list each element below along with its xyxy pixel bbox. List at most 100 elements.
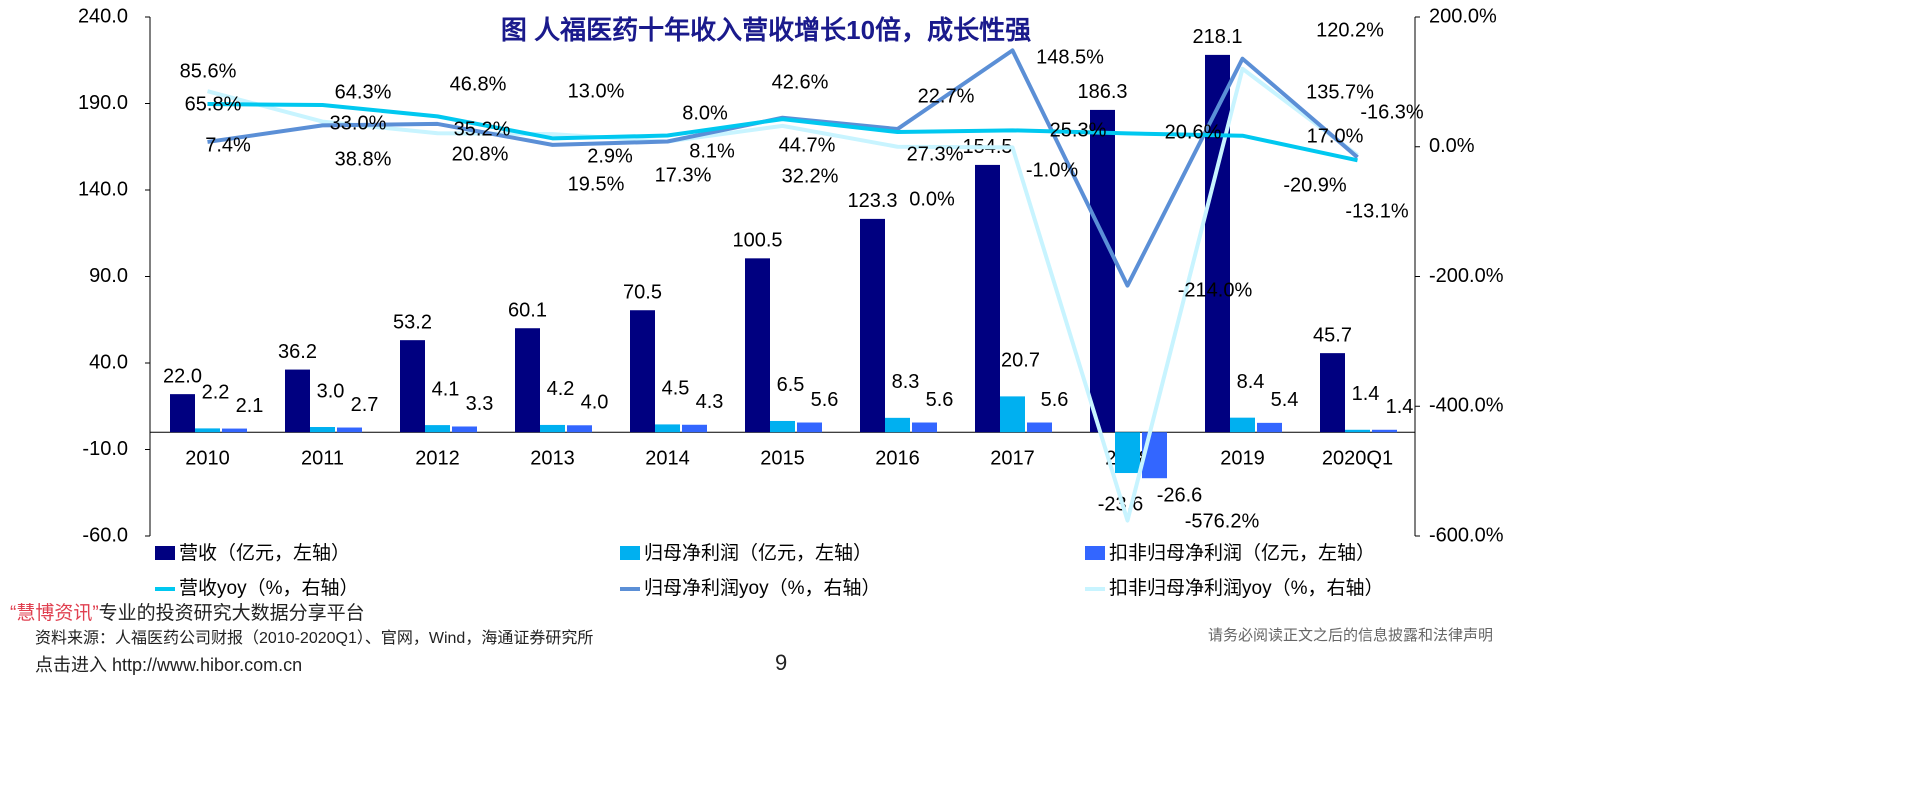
yoy-label-0: 42.6% <box>772 71 829 93</box>
hibor-link[interactable]: 点击进入 http://www.hibor.com.cn <box>35 655 303 675</box>
right-tick-label: -400.0% <box>1429 395 1504 417</box>
yoy-label-0: 46.8% <box>450 73 507 95</box>
bar-0 <box>1205 54 1230 433</box>
yoy-label-0: -20.9% <box>1283 174 1347 196</box>
legend-label: 扣非归母净利润yoy（%，右轴） <box>1109 577 1383 599</box>
right-tick-label: -200.0% <box>1429 265 1504 287</box>
deducted-profit-label: 2.7 <box>351 394 379 416</box>
right-tick-label: 0.0% <box>1429 135 1475 157</box>
deducted-profit-label: 5.6 <box>926 389 954 411</box>
yoy-label-2: 0.0% <box>909 188 955 210</box>
bar-1 <box>425 425 450 433</box>
yoy-label-1: 44.7% <box>779 134 836 156</box>
yoy-label-0: 25.3% <box>1050 119 1107 141</box>
deducted-profit-label: 5.6 <box>811 389 839 411</box>
bar-2 <box>1372 429 1397 433</box>
yoy-label-2: 32.2% <box>782 165 839 187</box>
x-tick-label: 2012 <box>415 447 460 469</box>
bar-0 <box>285 369 310 433</box>
revenue-label: 45.7 <box>1313 324 1352 346</box>
watermark: “慧博资讯”专业的投资研究大数据分享平台 <box>10 603 365 625</box>
yoy-line-0 <box>207 102 1358 163</box>
bar-2 <box>912 422 937 433</box>
x-tick-label: 2020Q1 <box>1322 447 1393 469</box>
net-profit-label: 6.5 <box>777 374 805 396</box>
legend-label: 营收（亿元，左轴） <box>179 542 350 564</box>
revenue-label: 36.2 <box>278 341 317 363</box>
x-tick-label: 2015 <box>760 447 805 469</box>
yoy-label-2: 20.8% <box>452 143 509 165</box>
left-tick-label: -10.0 <box>82 438 128 460</box>
yoy-label-0: 13.0% <box>568 80 625 102</box>
bar-0 <box>1090 109 1115 433</box>
deducted-profit-label: 2.1 <box>236 395 264 417</box>
watermark-text: 专业的投资研究大数据分享平台 <box>98 603 365 624</box>
yoy-label-1: 7.4% <box>205 134 251 156</box>
yoy-label-0: 20.6% <box>1165 121 1222 143</box>
legend-label: 扣非归母净利润（亿元，左轴） <box>1109 542 1375 564</box>
yoy-label-0: 22.7% <box>918 85 975 107</box>
right-tick-label: 200.0% <box>1429 5 1497 27</box>
net-profit-label: 3.0 <box>317 380 345 402</box>
bar-2 <box>682 424 707 433</box>
yoy-label-0: 65.8% <box>185 93 242 115</box>
x-tick-label: 2014 <box>645 447 690 469</box>
x-tick-label: 2019 <box>1220 447 1265 469</box>
left-tick-label: 140.0 <box>78 178 128 200</box>
net-profit-label: 1.4 <box>1352 383 1380 405</box>
yoy-label-2: 120.2% <box>1316 19 1384 41</box>
bar-0 <box>745 258 770 433</box>
bar-1 <box>655 424 680 433</box>
bar-0 <box>400 340 425 433</box>
net-profit-label: 4.1 <box>432 378 460 400</box>
yoy-label-1: 135.7% <box>1306 81 1374 103</box>
revenue-label: 53.2 <box>393 311 432 333</box>
revenue-label: 60.1 <box>508 300 547 322</box>
legend-label: 归母净利润yoy（%，右轴） <box>644 577 880 599</box>
yoy-label-1: 2.9% <box>587 145 633 167</box>
net-profit-label: 4.5 <box>662 378 690 400</box>
yoy-label-2: 19.5% <box>568 173 625 195</box>
legend-label: 营收yoy（%，右轴） <box>179 577 358 599</box>
legend-swatch <box>620 546 640 560</box>
left-tick-label: 90.0 <box>89 265 128 287</box>
yoy-label-1: -16.3% <box>1360 101 1424 123</box>
bar-0 <box>170 394 195 433</box>
chart-title: 图 人福医药十年收入营收增长10倍，成长性强 <box>500 15 1032 45</box>
bar-1 <box>770 420 795 433</box>
left-tick-label: -60.0 <box>82 524 128 546</box>
net-profit-label: 4.2 <box>547 378 575 400</box>
x-tick-label: 2013 <box>530 447 575 469</box>
yoy-label-1: -214.0% <box>1178 279 1253 301</box>
yoy-line-2 <box>206 66 1359 523</box>
bar-2 <box>797 422 822 433</box>
bar-0 <box>860 218 885 433</box>
revenue-label: 186.3 <box>1077 81 1127 103</box>
bar-1 <box>1230 417 1255 433</box>
right-tick-label: -600.0% <box>1429 524 1504 546</box>
yoy-label-1: 35.2% <box>454 118 511 140</box>
bar-2 <box>1257 422 1282 433</box>
legend-swatch <box>155 546 175 560</box>
deducted-profit-label: 4.0 <box>581 392 609 414</box>
yoy-label-1: 33.0% <box>330 112 387 134</box>
yoy-label-2: -1.0% <box>1026 159 1078 181</box>
yoy-label-0: 17.3% <box>655 164 712 186</box>
deducted-profit-label: 5.6 <box>1041 389 1069 411</box>
yoy-label-2: -13.1% <box>1345 200 1409 222</box>
legend-swatch <box>1085 546 1105 560</box>
bar-2 <box>222 428 247 433</box>
left-tick-label: 40.0 <box>89 351 128 373</box>
x-tick-label: 2016 <box>875 447 920 469</box>
bar-0 <box>975 164 1000 433</box>
yoy-label-1: 27.3% <box>907 143 964 165</box>
net-profit-label: 8.4 <box>1237 371 1265 393</box>
left-tick-label: 240.0 <box>78 5 128 27</box>
bar-0 <box>1320 353 1345 433</box>
bar-2 <box>337 427 362 433</box>
bar-1 <box>195 428 220 433</box>
revenue-label: 70.5 <box>623 282 662 304</box>
disclaimer: 请务必阅读正文之后的信息披露和法律声明 <box>1208 626 1494 644</box>
